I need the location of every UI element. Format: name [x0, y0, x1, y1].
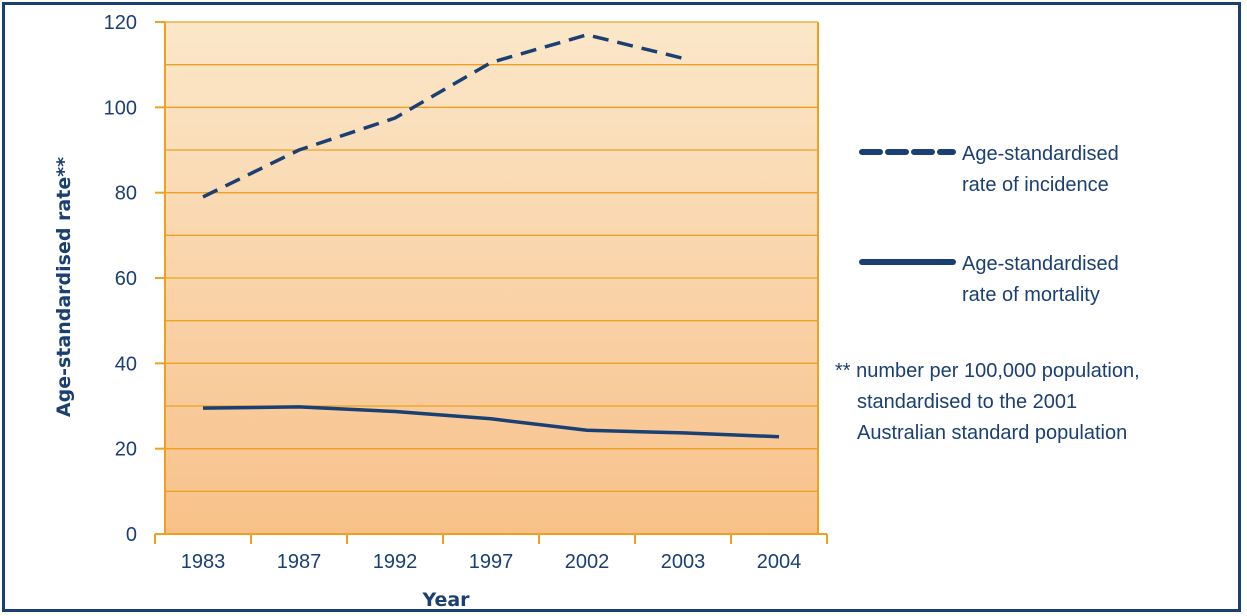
x-axis-ticks: 1983 1987 1992 1997 2002 2003 2004: [154, 534, 828, 573]
y-axis-title: Age-standardised rate**: [53, 157, 75, 417]
gridlines: [165, 21, 818, 492]
legend: Age-standardised rate of incidence Age-sta…: [859, 143, 1119, 306]
legend-label: Age-standardised: [962, 143, 1119, 165]
y-tick-label: 20: [115, 439, 137, 461]
y-tick-label: 60: [115, 268, 137, 290]
x-tick-label: 2002: [565, 551, 610, 573]
y-tick-label: 100: [104, 97, 137, 119]
y-tick-label: 0: [126, 524, 137, 546]
y-tick-label: 120: [104, 12, 137, 34]
x-tick-label: 1983: [181, 551, 226, 573]
x-tick-label: 2003: [661, 551, 706, 573]
footnote: ** number per 100,000 population, standar…: [835, 360, 1140, 444]
x-tick-label: 1992: [373, 551, 418, 573]
series-line-mortality: [202, 405, 780, 439]
footnote-line: ** number per 100,000 population,: [835, 360, 1140, 382]
y-tick-label: 40: [115, 353, 137, 375]
series-line-incidence: [202, 33, 684, 199]
y-axis-ticks: 0 20 40 60 80 100 120: [104, 12, 165, 546]
y-tick-label: 80: [115, 183, 137, 205]
legend-label: Age-standardised: [962, 253, 1119, 275]
footnote-line: standardised to the 2001: [857, 391, 1077, 413]
x-axis-title: Year: [421, 589, 470, 611]
x-tick-label: 1997: [469, 551, 514, 573]
legend-label: rate of mortality: [962, 284, 1100, 306]
x-tick-label: 2004: [757, 551, 802, 573]
series-lines: [202, 33, 780, 439]
footnote-line: Australian standard population: [857, 422, 1127, 444]
x-tick-label: 1987: [277, 551, 322, 573]
legend-label: rate of incidence: [962, 174, 1109, 196]
